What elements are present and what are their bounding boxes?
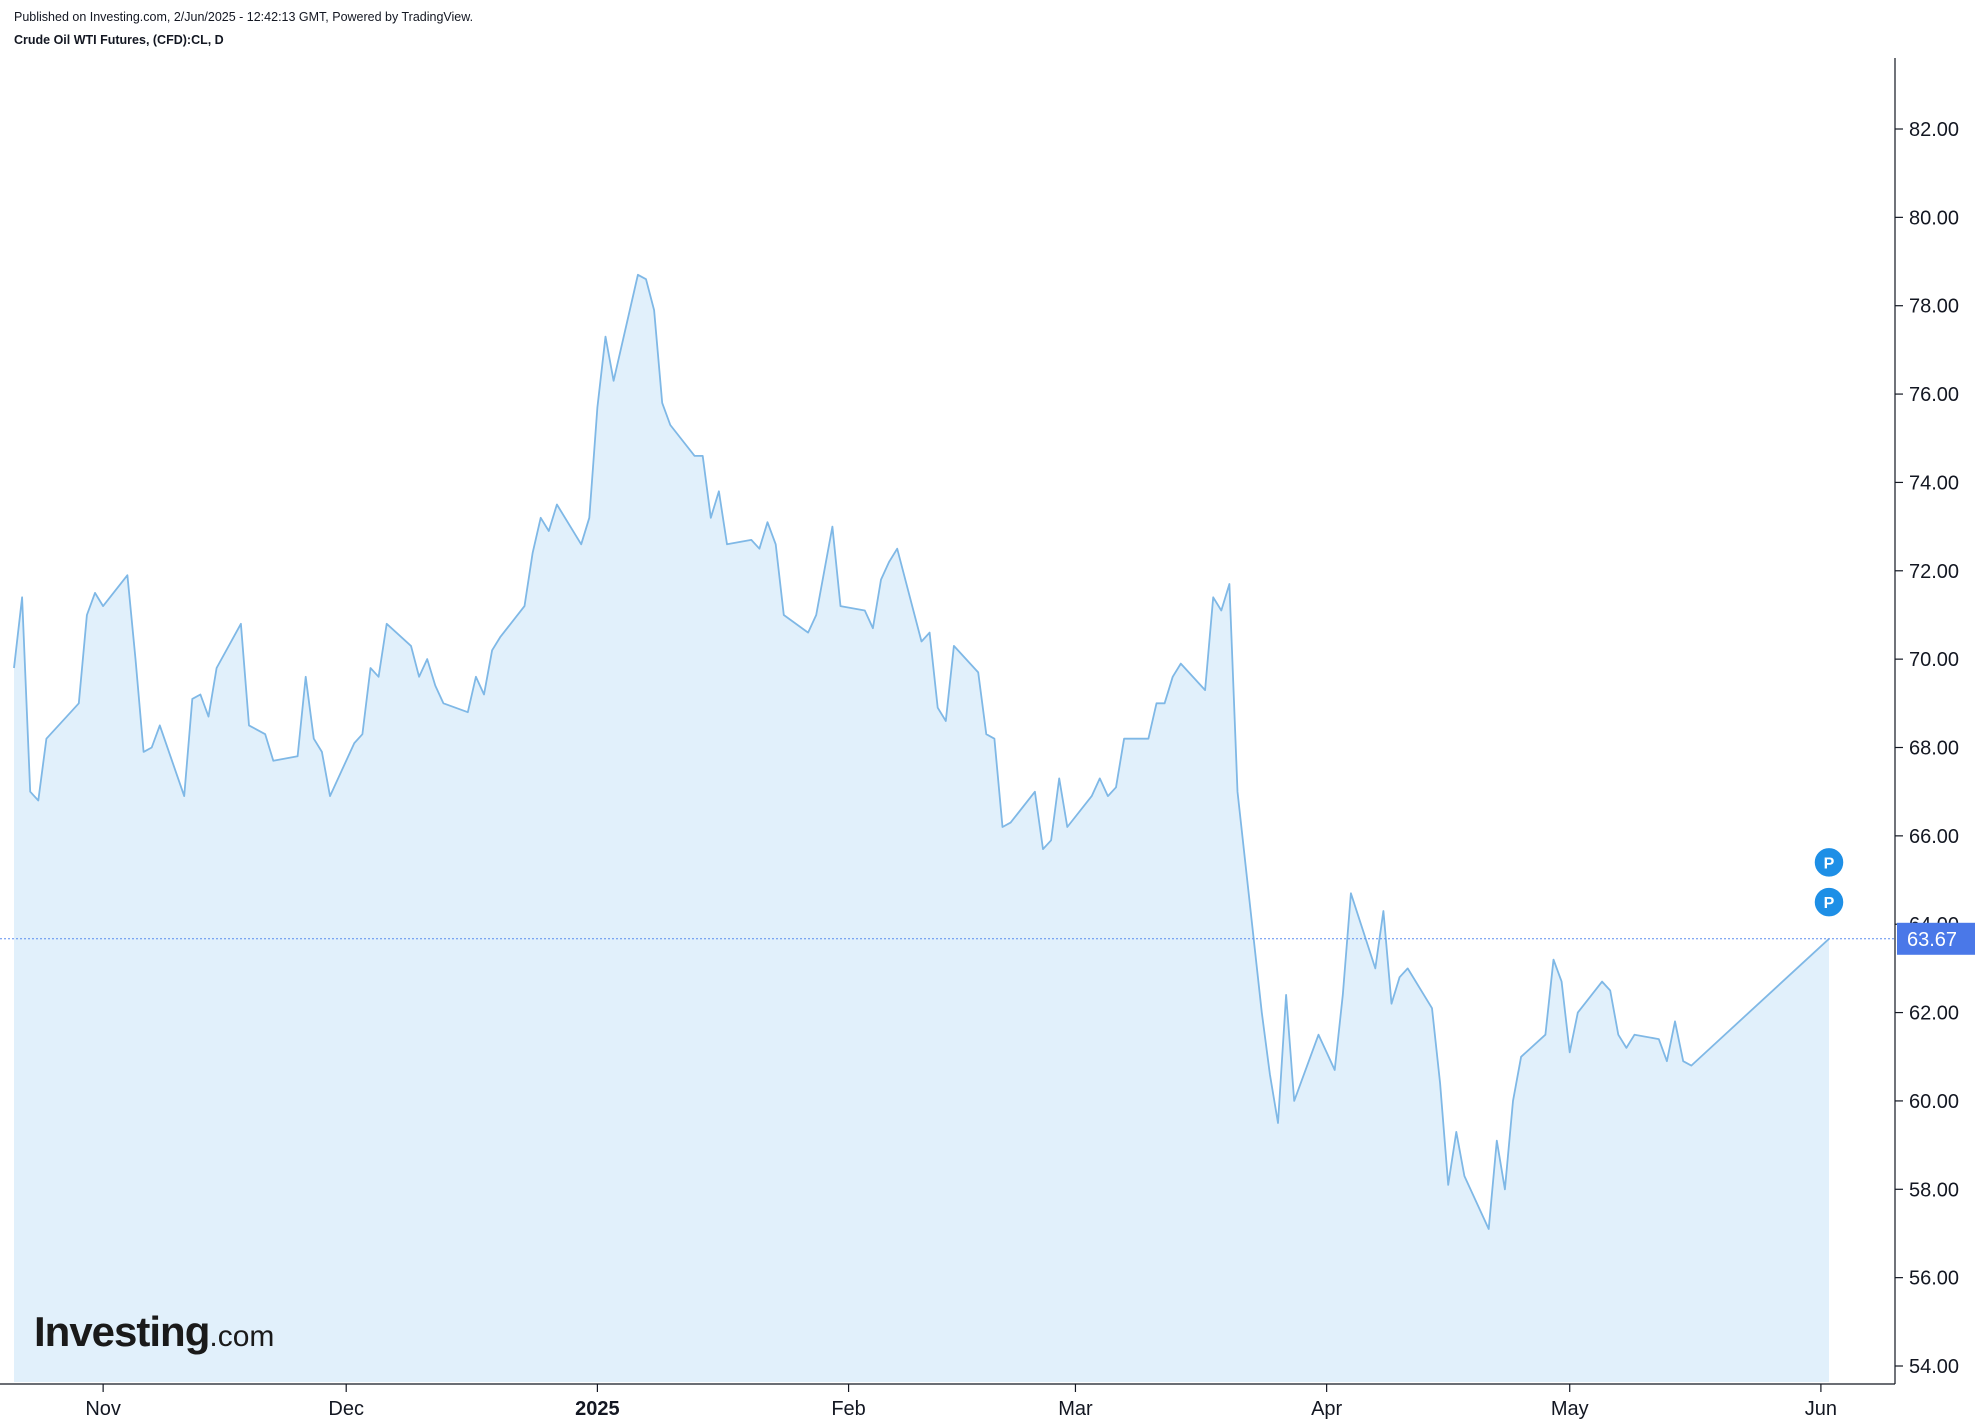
y-tick-label: 72.00 — [1909, 561, 1959, 583]
y-tick-label: 54.00 — [1909, 1356, 1959, 1378]
price-area-fill — [14, 274, 1829, 1382]
y-tick-label: 58.00 — [1909, 1179, 1959, 1201]
y-tick-label: 80.00 — [1909, 207, 1959, 229]
y-tick-label: 56.00 — [1909, 1268, 1959, 1290]
x-tick-label: Nov — [85, 1398, 121, 1420]
logo-suffix: .com — [209, 1320, 275, 1353]
y-tick-label: 74.00 — [1909, 472, 1959, 494]
x-tick-label: Jun — [1805, 1398, 1837, 1420]
y-tick-label: 78.00 — [1909, 296, 1959, 318]
x-tick-label: Mar — [1058, 1398, 1093, 1420]
x-tick-label: Dec — [328, 1398, 364, 1420]
published-note: Published on Investing.com, 2/Jun/2025 -… — [14, 10, 474, 24]
marker-badge[interactable] — [1813, 886, 1845, 918]
last-price-badge — [1897, 922, 1975, 955]
y-tick-label: 70.00 — [1909, 649, 1959, 671]
y-tick-label: 82.00 — [1909, 119, 1959, 141]
last-price-label: 63.67 — [1907, 929, 1957, 951]
logo-main: Investing — [34, 1308, 210, 1355]
price-line — [13, 273, 1830, 1230]
x-tick-label: Apr — [1311, 1398, 1342, 1420]
chart-title: Crude Oil WTI Futures, (CFD):CL, D — [14, 33, 224, 47]
marker-label: P — [1824, 895, 1835, 912]
marker-badge[interactable] — [1813, 846, 1845, 879]
x-tick-label: May — [1551, 1398, 1589, 1420]
investing-logo: Investing.com — [34, 1308, 274, 1356]
y-tick-label: 66.00 — [1909, 826, 1959, 848]
y-tick-label: 62.00 — [1909, 1003, 1959, 1025]
y-tick-label: 68.00 — [1909, 738, 1959, 760]
y-tick-label: 76.00 — [1909, 384, 1959, 406]
marker-label: P — [1824, 855, 1835, 872]
y-tick-label: 60.00 — [1909, 1091, 1959, 1113]
x-tick-label: 2025 — [575, 1398, 620, 1420]
x-tick-label: Feb — [831, 1398, 865, 1420]
